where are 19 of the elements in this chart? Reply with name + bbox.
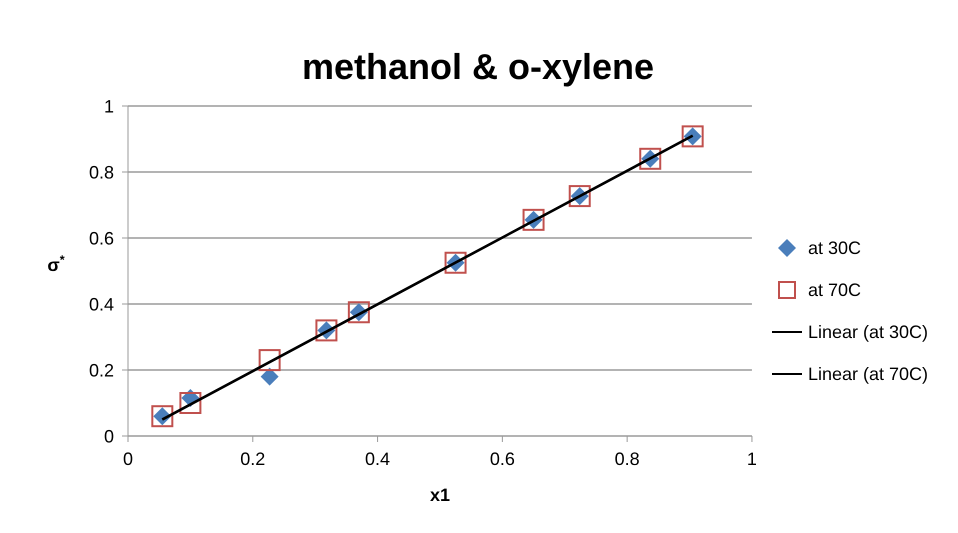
y-tick-label: 0.2	[88, 360, 114, 380]
y-tick-label: 0.8	[88, 162, 114, 182]
legend-label: Linear (at 30C)	[808, 322, 928, 342]
x-tick-label: 1	[746, 448, 757, 469]
chart-title: methanol & o-xylene	[300, 45, 656, 89]
x-axis-title: x1	[430, 485, 450, 505]
y-tick-label: 1	[104, 96, 114, 116]
x-tick-label: 0.4	[365, 448, 390, 469]
y-tick-label: 0	[104, 426, 114, 446]
x-tick-label: 0	[122, 448, 134, 469]
y-tick-label: 0.4	[88, 294, 114, 314]
y-axis-title: σ$^{*}$	[47, 253, 65, 275]
x-tick-label: 0.2	[240, 448, 266, 469]
x-tick-label: 0.8	[614, 448, 640, 469]
legend-label: at 70C	[808, 280, 861, 300]
legend-label: Linear (at 70C)	[808, 364, 928, 384]
y-tick-label: 0.6	[88, 228, 114, 248]
x-tick-label: 0.6	[490, 448, 515, 469]
legend-label: at 30C	[808, 238, 861, 258]
